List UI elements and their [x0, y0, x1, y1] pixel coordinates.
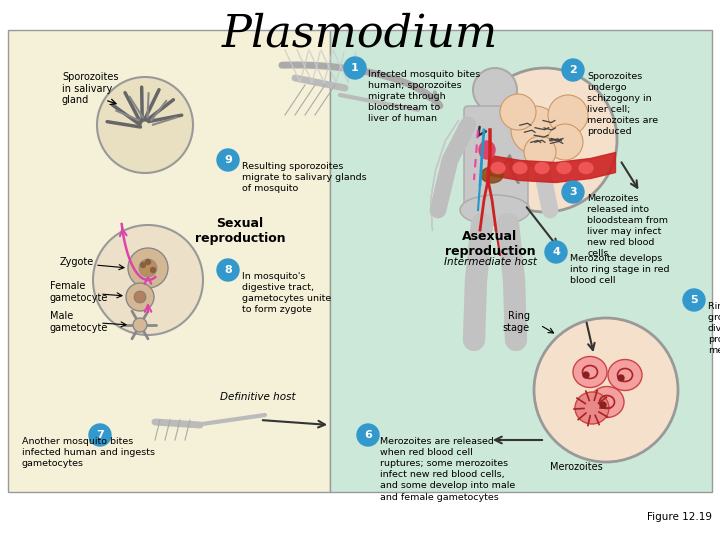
- Text: Sporozoites
undergo
schizogony in
liver cell;
merozoites are
produced: Sporozoites undergo schizogony in liver …: [587, 72, 658, 137]
- Text: 4: 4: [552, 247, 560, 257]
- Circle shape: [524, 136, 556, 168]
- Circle shape: [97, 77, 193, 173]
- Text: 1: 1: [351, 63, 359, 73]
- Text: Sporozoites
in salivary
gland: Sporozoites in salivary gland: [62, 72, 119, 105]
- Text: 3: 3: [570, 187, 577, 197]
- FancyBboxPatch shape: [8, 30, 330, 492]
- Ellipse shape: [513, 163, 527, 173]
- Text: 9: 9: [224, 155, 232, 165]
- Text: Plasmodium: Plasmodium: [222, 12, 498, 55]
- Text: Intermediate host: Intermediate host: [444, 257, 536, 267]
- Text: Zygote: Zygote: [60, 257, 94, 267]
- Circle shape: [562, 59, 584, 81]
- Text: Female
gametocyte: Female gametocyte: [50, 281, 109, 303]
- Circle shape: [217, 259, 239, 281]
- Ellipse shape: [491, 163, 505, 173]
- Circle shape: [583, 372, 589, 378]
- Ellipse shape: [479, 141, 495, 159]
- Circle shape: [473, 68, 517, 112]
- Text: Ring stage
grows and
divides,
producing
merozoites: Ring stage grows and divides, producing …: [708, 302, 720, 355]
- Ellipse shape: [608, 360, 642, 390]
- Circle shape: [547, 124, 583, 160]
- Circle shape: [344, 57, 366, 79]
- Circle shape: [150, 267, 156, 273]
- Circle shape: [357, 424, 379, 446]
- Circle shape: [473, 68, 617, 212]
- Circle shape: [133, 318, 147, 332]
- Circle shape: [128, 248, 168, 288]
- Ellipse shape: [535, 163, 549, 173]
- FancyBboxPatch shape: [330, 30, 712, 492]
- Text: Merozoites: Merozoites: [549, 462, 603, 472]
- Circle shape: [134, 291, 146, 303]
- Ellipse shape: [575, 392, 609, 424]
- Circle shape: [93, 225, 203, 335]
- Text: 2: 2: [569, 65, 577, 75]
- Circle shape: [500, 94, 536, 130]
- Text: 5: 5: [690, 295, 698, 305]
- Text: 8: 8: [224, 265, 232, 275]
- Circle shape: [217, 149, 239, 171]
- Circle shape: [548, 95, 588, 135]
- Circle shape: [140, 262, 145, 267]
- Circle shape: [562, 181, 584, 203]
- Text: Ring
stage: Ring stage: [503, 311, 530, 333]
- Text: Infected mosquito bites
human; sporozoites
migrate through
bloodstream to
liver : Infected mosquito bites human; sporozoit…: [368, 70, 480, 124]
- Text: Merozoite develops
into ring stage in red
blood cell: Merozoite develops into ring stage in re…: [570, 254, 670, 285]
- Text: Figure 12.19: Figure 12.19: [647, 512, 712, 522]
- Text: Merozoites
released into
bloodsteam from
liver may infect
new red blood
cells: Merozoites released into bloodsteam from…: [587, 194, 668, 259]
- Text: Sexual
reproduction: Sexual reproduction: [194, 217, 285, 245]
- Circle shape: [511, 106, 559, 154]
- Ellipse shape: [573, 356, 607, 388]
- Text: Asexual
reproduction: Asexual reproduction: [445, 230, 535, 258]
- Circle shape: [126, 283, 154, 311]
- Circle shape: [618, 375, 624, 381]
- Circle shape: [534, 318, 678, 462]
- Circle shape: [139, 259, 157, 277]
- Circle shape: [600, 402, 606, 408]
- Circle shape: [89, 424, 111, 446]
- Text: In mosquito's
digestive tract,
gametocytes unite
to form zygote: In mosquito's digestive tract, gametocyt…: [242, 272, 331, 314]
- Circle shape: [145, 260, 150, 265]
- Text: 6: 6: [364, 430, 372, 440]
- Text: Merozoites are released
when red blood cell
ruptures; some merozoites
infect new: Merozoites are released when red blood c…: [380, 437, 516, 502]
- Text: Another mosquito bites
infected human and ingests
gametocytes: Another mosquito bites infected human an…: [22, 437, 155, 468]
- Ellipse shape: [557, 163, 571, 173]
- Ellipse shape: [460, 195, 530, 225]
- FancyBboxPatch shape: [464, 106, 528, 214]
- Ellipse shape: [590, 387, 624, 417]
- Ellipse shape: [481, 167, 503, 183]
- Circle shape: [545, 241, 567, 263]
- Text: 7: 7: [96, 430, 104, 440]
- Text: Definitive host: Definitive host: [220, 392, 296, 402]
- Ellipse shape: [579, 163, 593, 173]
- Text: Male
gametocyte: Male gametocyte: [50, 311, 109, 333]
- Circle shape: [683, 289, 705, 311]
- Text: Resulting sporozoites
migrate to salivary glands
of mosquito: Resulting sporozoites migrate to salivar…: [242, 162, 366, 193]
